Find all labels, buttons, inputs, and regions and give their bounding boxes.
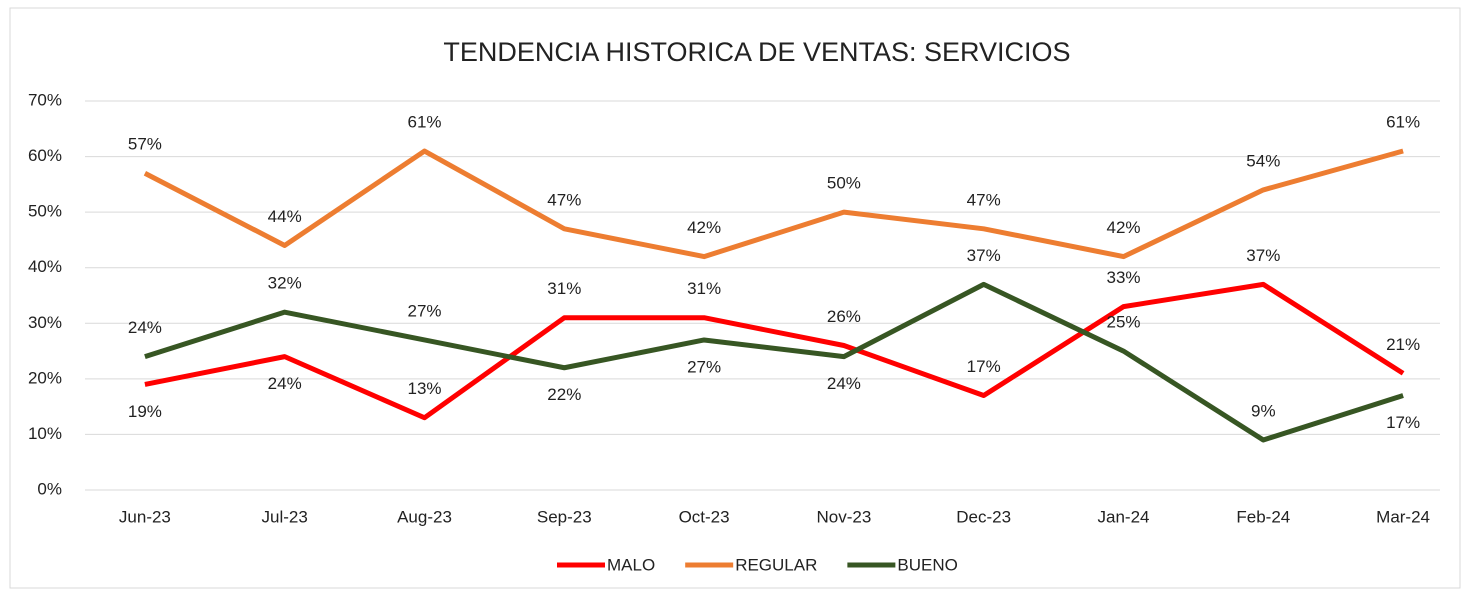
x-tick-label: Sep-23 <box>537 507 592 526</box>
x-tick-label: Oct-23 <box>679 507 730 526</box>
legend-label: BUENO <box>897 555 957 574</box>
x-tick-label: Nov-23 <box>816 507 871 526</box>
y-tick-label: 30% <box>28 313 62 332</box>
data-label: 24% <box>827 374 861 393</box>
data-label: 61% <box>407 112 441 131</box>
data-label: 33% <box>1106 268 1140 287</box>
x-tick-label: Dec-23 <box>956 507 1011 526</box>
data-label: 42% <box>687 218 721 237</box>
data-label: 17% <box>967 357 1001 376</box>
chart-frame <box>9 7 1461 589</box>
x-tick-label: Jan-24 <box>1098 507 1150 526</box>
data-label: 47% <box>547 190 581 209</box>
data-label: 47% <box>967 190 1001 209</box>
series-line <box>144 281 1405 421</box>
data-label: 32% <box>268 274 302 293</box>
data-label: 21% <box>1386 335 1420 354</box>
series-line <box>143 148 1404 260</box>
data-label: 27% <box>687 357 721 376</box>
y-tick-label: 40% <box>28 257 62 276</box>
data-label: 9% <box>1251 401 1276 420</box>
data-label: 57% <box>128 135 162 154</box>
series-line <box>144 281 1404 443</box>
data-label: 26% <box>827 307 861 326</box>
data-label: 31% <box>547 279 581 298</box>
chart-title: TENDENCIA HISTORICA DE VENTAS: SERVICIOS <box>443 37 1070 67</box>
data-label: 37% <box>967 246 1001 265</box>
data-label: 24% <box>128 318 162 337</box>
y-tick-label: 10% <box>28 424 62 443</box>
legend-label: REGULAR <box>735 555 817 574</box>
y-tick-label: 70% <box>28 90 62 109</box>
x-tick-label: Jun-23 <box>119 507 171 526</box>
x-tick-label: Mar-24 <box>1376 507 1430 526</box>
y-tick-label: 0% <box>37 479 62 498</box>
x-tick-label: Jul-23 <box>262 507 308 526</box>
data-label: 13% <box>407 379 441 398</box>
data-label: 54% <box>1246 151 1280 170</box>
legend-label: MALO <box>607 555 655 574</box>
data-label: 37% <box>1246 246 1280 265</box>
x-tick-label: Aug-23 <box>397 507 452 526</box>
data-label: 27% <box>407 301 441 320</box>
data-label: 22% <box>547 385 581 404</box>
y-tick-label: 50% <box>28 202 62 221</box>
x-tick-label: Feb-24 <box>1236 507 1290 526</box>
data-label: 44% <box>268 207 302 226</box>
data-label: 31% <box>687 279 721 298</box>
data-label: 42% <box>1106 218 1140 237</box>
data-label: 25% <box>1106 313 1140 332</box>
data-label: 24% <box>268 374 302 393</box>
y-tick-label: 20% <box>28 368 62 387</box>
data-label: 19% <box>128 402 162 421</box>
data-label: 17% <box>1386 413 1420 432</box>
y-tick-label: 60% <box>28 146 62 165</box>
data-label: 61% <box>1386 112 1420 131</box>
data-label: 50% <box>827 174 861 193</box>
